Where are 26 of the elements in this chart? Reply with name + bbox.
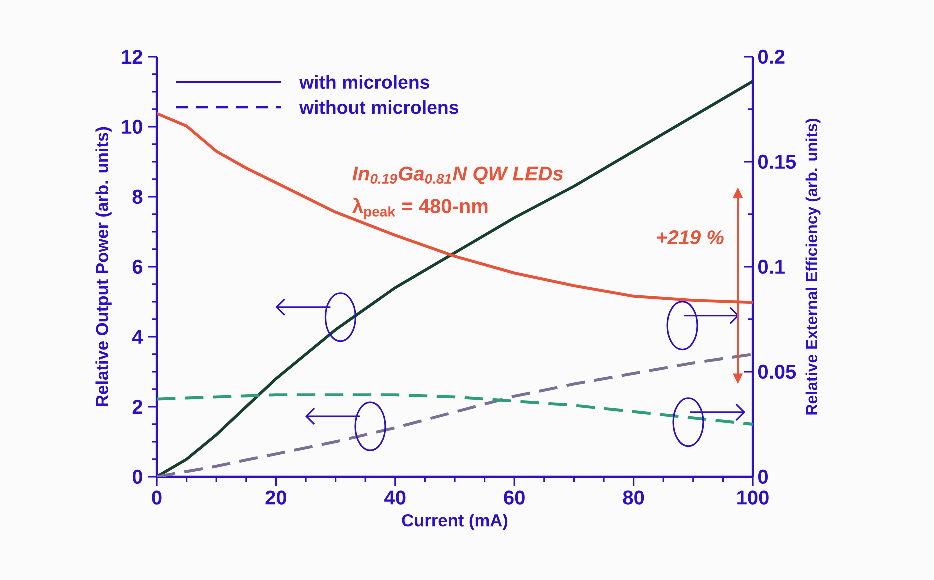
y-tick-label: 10 <box>122 120 142 134</box>
y2-axis-title: Relative External Efficiency (arb. units) <box>806 119 821 415</box>
x-tick-label: 0 <box>152 490 162 505</box>
annotation: without microlens <box>299 100 458 114</box>
x-tick-label: 20 <box>266 490 286 505</box>
y-tick-label: 2 <box>132 400 142 414</box>
x-tick-label: 40 <box>384 490 406 505</box>
y2-tick-label: 0 <box>758 470 768 484</box>
y-axis-title: Relative Output Power (arb. units) <box>96 127 112 406</box>
y2-tick-label: 0.1 <box>758 260 785 274</box>
x-axis-title: Current (mA) <box>402 514 508 530</box>
y-tick-label: 8 <box>132 190 143 204</box>
y2-tick-label: 0.05 <box>758 364 796 380</box>
text: In$_{0.19}$Ga$_{0.81}$N QW LEDs <box>352 166 564 185</box>
y2-tick-label: 0.2 <box>758 50 785 64</box>
x-tick-label: 80 <box>623 490 644 505</box>
y-tick-label: 12 <box>122 50 142 64</box>
y2-tick-label: 0.15 <box>758 154 796 170</box>
y-tick-label: 0 <box>132 470 142 484</box>
x-tick-label: 60 <box>504 490 525 505</box>
annotation: λ$_{peak}$ = 480-nm <box>352 198 488 220</box>
x-tick-label: 100 <box>738 490 769 505</box>
y-tick-label: 4 <box>132 330 144 344</box>
annotation: with microlens <box>299 75 430 90</box>
y-tick-label: 6 <box>132 260 143 274</box>
annotation: +219 % <box>657 230 724 245</box>
